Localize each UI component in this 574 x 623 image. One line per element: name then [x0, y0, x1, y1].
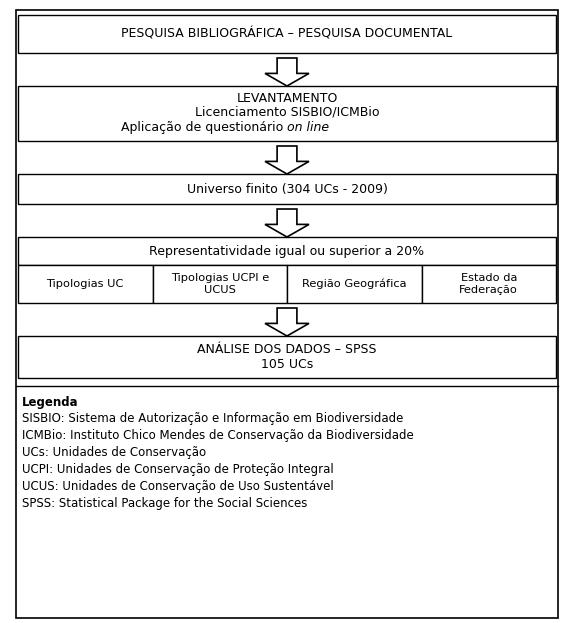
FancyBboxPatch shape [18, 237, 556, 265]
Text: UCUS: Unidades de Conservação de Uso Sustentável: UCUS: Unidades de Conservação de Uso Sus… [22, 480, 333, 493]
Text: PESQUISA BIBLIOGRÁFICA – PESQUISA DOCUMENTAL: PESQUISA BIBLIOGRÁFICA – PESQUISA DOCUME… [121, 27, 453, 40]
Text: Região Geográfica: Região Geográfica [302, 278, 406, 289]
Text: UCPI: Unidades de Conservação de Proteção Integral: UCPI: Unidades de Conservação de Proteçã… [22, 463, 333, 476]
FancyBboxPatch shape [287, 265, 421, 303]
Text: LEVANTAMENTO: LEVANTAMENTO [236, 92, 338, 105]
Polygon shape [265, 209, 309, 237]
Text: Universo finito (304 UCs - 2009): Universo finito (304 UCs - 2009) [187, 183, 387, 196]
Text: Tipologias UCPI e
UCUS: Tipologias UCPI e UCUS [170, 273, 269, 295]
Polygon shape [265, 58, 309, 86]
FancyBboxPatch shape [18, 265, 153, 303]
Text: SPSS: Statistical Package for the Social Sciences: SPSS: Statistical Package for the Social… [22, 497, 307, 510]
FancyBboxPatch shape [153, 265, 287, 303]
FancyBboxPatch shape [18, 86, 556, 141]
Text: Aplicação de questionário: Aplicação de questionário [121, 121, 287, 135]
FancyBboxPatch shape [18, 174, 556, 204]
Text: Legenda: Legenda [22, 396, 79, 409]
Text: Estado da
Federação: Estado da Federação [459, 273, 518, 295]
Text: Representatividade igual ou superior a 20%: Representatividade igual ou superior a 2… [149, 244, 425, 257]
Text: ANÁLISE DOS DADOS – SPSS
105 UCs: ANÁLISE DOS DADOS – SPSS 105 UCs [197, 343, 377, 371]
Text: Tipologias UC: Tipologias UC [46, 279, 124, 289]
Polygon shape [265, 146, 309, 174]
Text: Licenciamento SISBIO/ICMBio: Licenciamento SISBIO/ICMBio [195, 106, 379, 119]
Text: SISBIO: Sistema de Autorização e Informação em Biodiversidade: SISBIO: Sistema de Autorização e Informa… [22, 412, 404, 425]
FancyBboxPatch shape [421, 265, 556, 303]
FancyBboxPatch shape [18, 336, 556, 378]
Text: ICMBio: Instituto Chico Mendes de Conservação da Biodiversidade: ICMBio: Instituto Chico Mendes de Conser… [22, 429, 414, 442]
Polygon shape [265, 308, 309, 336]
FancyBboxPatch shape [18, 15, 556, 53]
Text: on line: on line [287, 121, 329, 135]
Text: UCs: Unidades de Conservação: UCs: Unidades de Conservação [22, 446, 206, 459]
